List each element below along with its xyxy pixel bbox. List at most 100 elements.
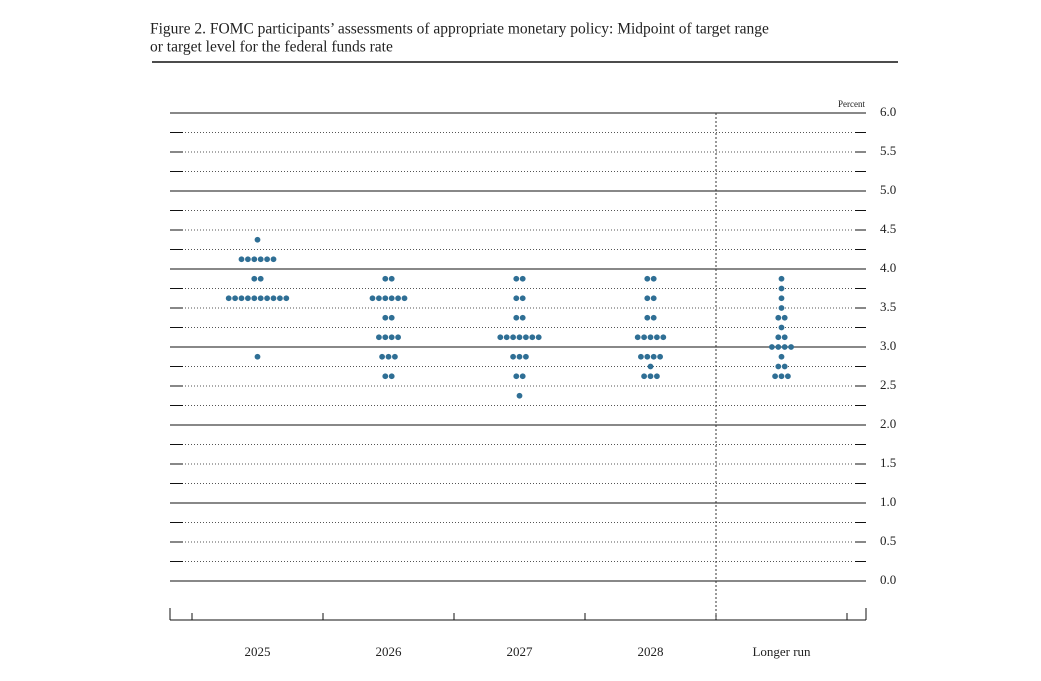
- y-tick-label: 3.0: [880, 338, 896, 353]
- y-tick-label: 1.5: [880, 455, 896, 470]
- dot: [775, 344, 782, 350]
- dot: [778, 285, 785, 292]
- x-tick-label: 2027: [507, 644, 534, 659]
- dot: [644, 353, 651, 360]
- dot: [251, 295, 258, 302]
- dot: [781, 363, 788, 370]
- dot: [245, 256, 251, 263]
- dot: [388, 314, 395, 321]
- dot: [769, 344, 775, 350]
- dot: [523, 334, 529, 341]
- dot: [516, 392, 523, 399]
- dot: [254, 236, 261, 243]
- dot: [644, 295, 651, 302]
- dot: [254, 353, 261, 360]
- dot: [650, 314, 657, 321]
- dot: [644, 275, 651, 282]
- y-tick-label: 0.5: [880, 533, 896, 548]
- chart-title: or target level for the federal funds ra…: [150, 39, 393, 56]
- y-tick-label: 4.5: [880, 221, 896, 236]
- dot: [535, 334, 542, 341]
- dot: [225, 295, 232, 302]
- x-tick-label: 2028: [638, 644, 664, 659]
- y-tick-label: 0.0: [880, 572, 896, 587]
- dot: [395, 295, 401, 302]
- chart-title: Figure 2. FOMC participants’ assessments…: [150, 21, 769, 38]
- y-tick-label: 1.0: [880, 494, 896, 509]
- dot: [388, 334, 395, 341]
- dot: [510, 353, 516, 360]
- dot: [529, 334, 536, 341]
- dot: [238, 256, 245, 263]
- x-tick-label: Longer run: [752, 644, 811, 659]
- y-tick-label: 2.0: [880, 416, 896, 431]
- dot: [516, 353, 523, 360]
- dot: [382, 373, 389, 380]
- dot: [382, 334, 389, 341]
- dot: [277, 295, 283, 302]
- dot: [251, 275, 258, 282]
- dot: [513, 295, 520, 302]
- dot: [513, 275, 520, 282]
- dot: [519, 314, 526, 321]
- dot: [388, 275, 395, 282]
- dot: [781, 344, 788, 350]
- dot: [523, 353, 529, 360]
- dot: [503, 334, 510, 341]
- y-tick-label: 4.0: [880, 260, 896, 275]
- dot: [781, 334, 788, 341]
- dot: [775, 334, 782, 341]
- dot: [513, 314, 520, 321]
- dot: [650, 353, 657, 360]
- dot: [775, 363, 782, 370]
- dot: [778, 353, 785, 360]
- dot: [519, 295, 526, 302]
- dot: [778, 373, 785, 380]
- dot: [647, 363, 654, 370]
- dot: [641, 334, 647, 341]
- dot: [388, 373, 395, 380]
- dot: [516, 334, 523, 341]
- dot: [778, 295, 785, 302]
- dot: [392, 353, 398, 360]
- dot: [232, 295, 239, 302]
- dot: [650, 275, 657, 282]
- dot: [644, 314, 651, 321]
- dot: [257, 275, 264, 282]
- y-tick-label: 2.5: [880, 377, 896, 392]
- dot: [772, 373, 778, 380]
- dot: [245, 295, 251, 302]
- dot: [778, 275, 785, 282]
- y-tick-label: 6.0: [880, 104, 896, 119]
- dot: [513, 373, 520, 380]
- dot: [270, 295, 277, 302]
- dot: [634, 334, 641, 341]
- dot: [376, 295, 382, 302]
- dot: [238, 295, 245, 302]
- dot: [264, 256, 270, 263]
- dot: [257, 256, 264, 263]
- dot: [781, 314, 788, 321]
- dot: [654, 334, 660, 341]
- dot: [519, 275, 526, 282]
- dot: [641, 373, 647, 380]
- dot: [497, 334, 504, 341]
- dot: [788, 344, 794, 350]
- dot: [369, 295, 376, 302]
- dot: [647, 373, 654, 380]
- dot: [785, 373, 791, 380]
- dot: [657, 353, 663, 360]
- x-tick-label: 2025: [245, 644, 271, 659]
- dot: [778, 305, 785, 311]
- dot: [401, 295, 408, 302]
- y-tick-label: 5.0: [880, 182, 896, 197]
- dot: [251, 256, 258, 263]
- dot: [257, 295, 264, 302]
- dot: [264, 295, 270, 302]
- y-tick-label: 5.5: [880, 143, 896, 158]
- dot: [382, 295, 389, 302]
- dot: [519, 373, 526, 380]
- dot: [647, 334, 654, 341]
- dot: [379, 353, 385, 360]
